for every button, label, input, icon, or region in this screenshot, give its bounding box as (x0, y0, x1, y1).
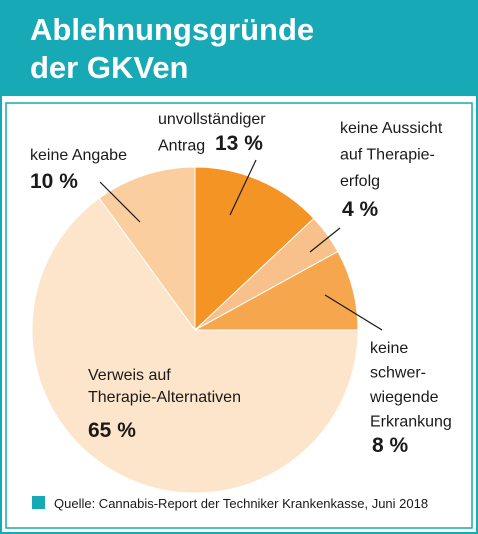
source: Quelle: Cannabis-Report der Techniker Kr… (54, 496, 428, 511)
leader-line (99, 181, 141, 223)
slice-label: keine schwer-wiegende Erkrankung (369, 340, 452, 431)
value-label: 65 % (88, 419, 136, 442)
leader-line (309, 227, 341, 253)
slice-label: unvollständiger Antrag (158, 111, 266, 155)
header (0, 0, 478, 96)
slice-label: Verweis auf Therapie-Alternativen (88, 367, 241, 406)
value-label: 8 % (372, 434, 409, 457)
slice-label: keine Aussicht auf Therapie-erfolg (340, 120, 443, 190)
source-swatch (32, 496, 45, 509)
slice-label: keine Angabe (30, 147, 127, 164)
inner-frame (5, 102, 473, 529)
pie-slice (31, 197, 359, 494)
value-label: 13 % (215, 132, 263, 155)
leader-line (229, 159, 257, 216)
chart-title: Ablehnungsgründe der GKVen (30, 12, 314, 85)
pie-slice (194, 166, 315, 332)
value-label: 4 % (342, 198, 379, 221)
value-label: 10 % (30, 170, 78, 193)
pie-slice (98, 166, 196, 332)
leader-line (324, 294, 383, 331)
